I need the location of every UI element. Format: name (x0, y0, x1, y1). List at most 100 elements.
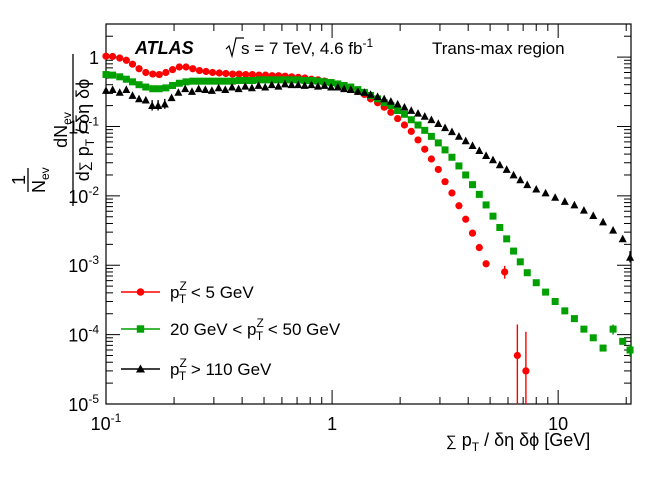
region-label: Trans-max region (432, 39, 565, 58)
data-point-series-2 (235, 77, 243, 85)
data-point-series-2 (135, 81, 143, 89)
data-point-series-3 (221, 85, 230, 94)
data-point-series-2 (281, 76, 289, 84)
data-point-series-1 (427, 155, 435, 163)
data-point-series-3 (280, 79, 289, 88)
x-rest: / δη δϕ [GeV] (479, 430, 590, 450)
data-point-series-2 (407, 116, 415, 124)
data-point-series-1 (248, 70, 256, 79)
data-point-series-2 (434, 139, 442, 147)
axis-ticks (105, 23, 631, 405)
data-point-series-3 (141, 95, 150, 104)
data-point-series-2 (268, 76, 276, 84)
data-point-series-3 (294, 80, 303, 89)
data-point-series-3 (502, 165, 511, 173)
data-point-series-2 (414, 121, 422, 129)
data-point-series-3 (579, 206, 588, 214)
data-point-series-1 (513, 351, 521, 360)
data-point-series-3 (254, 81, 263, 89)
legend-label-2: 20 GeV < pZ T < 50 GeV (170, 316, 341, 343)
y-nev: Nev (29, 167, 52, 193)
data-point-series-2 (116, 73, 124, 81)
data-point-series-1 (102, 52, 110, 60)
data-point-series-3 (122, 85, 131, 94)
data-point-series-2 (570, 315, 578, 323)
x-p-sub: T (472, 440, 480, 454)
data-point-series-3 (373, 92, 382, 100)
x-tick-label: 1 (327, 414, 337, 434)
data-point-series-1 (228, 70, 237, 78)
data-point-series-1 (162, 68, 170, 77)
data-point-series-3 (626, 253, 635, 261)
data-point-series-1 (441, 178, 449, 186)
data-point-series-2 (195, 77, 203, 85)
data-point-series-2 (489, 212, 497, 220)
data-point-series-2 (202, 77, 210, 85)
data-point-series-3 (346, 85, 355, 94)
data-point-series-2 (149, 85, 157, 93)
lumi-exponent: -1 (362, 36, 373, 50)
data-point-series-1 (455, 202, 463, 210)
data-point-series-3 (267, 80, 276, 89)
data-point-series-1 (116, 54, 124, 62)
data-point-series-2 (542, 288, 550, 296)
data-point-series-3 (102, 86, 110, 94)
data-point-series-2 (580, 325, 588, 333)
data-point-series-3 (366, 90, 375, 98)
data-point-series-1 (109, 52, 117, 61)
data-point-series-2 (209, 77, 217, 85)
data-point-series-2 (441, 146, 449, 154)
data-point-series-2 (122, 75, 130, 83)
data-point-series-1 (468, 229, 477, 237)
y-denominator: d∑ pT / δη δϕ (73, 79, 97, 182)
data-point-series-1 (522, 367, 530, 375)
data-point-series-2 (551, 298, 559, 306)
data-point-series-2 (109, 71, 117, 79)
data-point-series-3 (551, 193, 560, 201)
data-point-series-2 (162, 84, 170, 92)
data-point-series-2 (532, 279, 540, 287)
data-point-series-1 (135, 65, 143, 73)
data-point-series-2 (599, 344, 607, 352)
plot-frame (105, 23, 632, 405)
data-point-series-1 (387, 108, 395, 116)
data-point-series-3 (115, 88, 124, 96)
legend-entry-2: 20 GeV < pZ T < 50 GeV (121, 316, 341, 343)
data-point-series-3 (333, 82, 342, 91)
x-tick-label: 10 (548, 414, 568, 434)
data-point-series-3 (194, 84, 203, 93)
data-point-series-3 (427, 115, 436, 124)
data-point-series-3 (247, 83, 256, 92)
data-point-series-3 (300, 81, 309, 89)
data-point-series-2 (307, 77, 315, 85)
data-point-series-2 (222, 77, 230, 85)
data-point-series-3 (420, 112, 429, 120)
data-point-series-1 (462, 215, 470, 223)
data-point-series-3 (201, 85, 210, 94)
legend-marker-1 (136, 288, 145, 296)
data-point-series-2 (189, 77, 197, 85)
legend-entry-3: pZ T > 110 GeV (121, 356, 272, 383)
data-point-series-2 (455, 162, 463, 170)
data-point-series-1 (400, 121, 409, 129)
legend-entry-1: pZ T < 5 GeV (121, 279, 254, 306)
data-point-series-2 (482, 201, 490, 209)
data-point-series-2 (255, 76, 263, 84)
data-point-series-2 (523, 269, 531, 277)
data-point-series-3 (135, 94, 144, 103)
data-point-series-2 (169, 81, 177, 89)
y-tick-label: 10-5 (68, 392, 99, 415)
data-point-series-3 (148, 101, 157, 109)
data-point-series-1 (195, 66, 204, 75)
legend-label-3: pZ T > 110 GeV (170, 356, 272, 383)
data-point-series-2 (275, 76, 283, 84)
energy-text: s = 7 TeV, 4.6 fb (241, 39, 362, 58)
data-point-series-3 (181, 84, 190, 93)
data-point-series-2 (262, 76, 270, 84)
data-point-series-2 (448, 153, 456, 161)
data-point-series-3 (386, 97, 395, 105)
data-point-series-2 (142, 83, 150, 91)
data-point-series-3 (307, 80, 316, 89)
data-point-series-3 (380, 94, 389, 103)
data-point-series-2 (421, 126, 429, 134)
